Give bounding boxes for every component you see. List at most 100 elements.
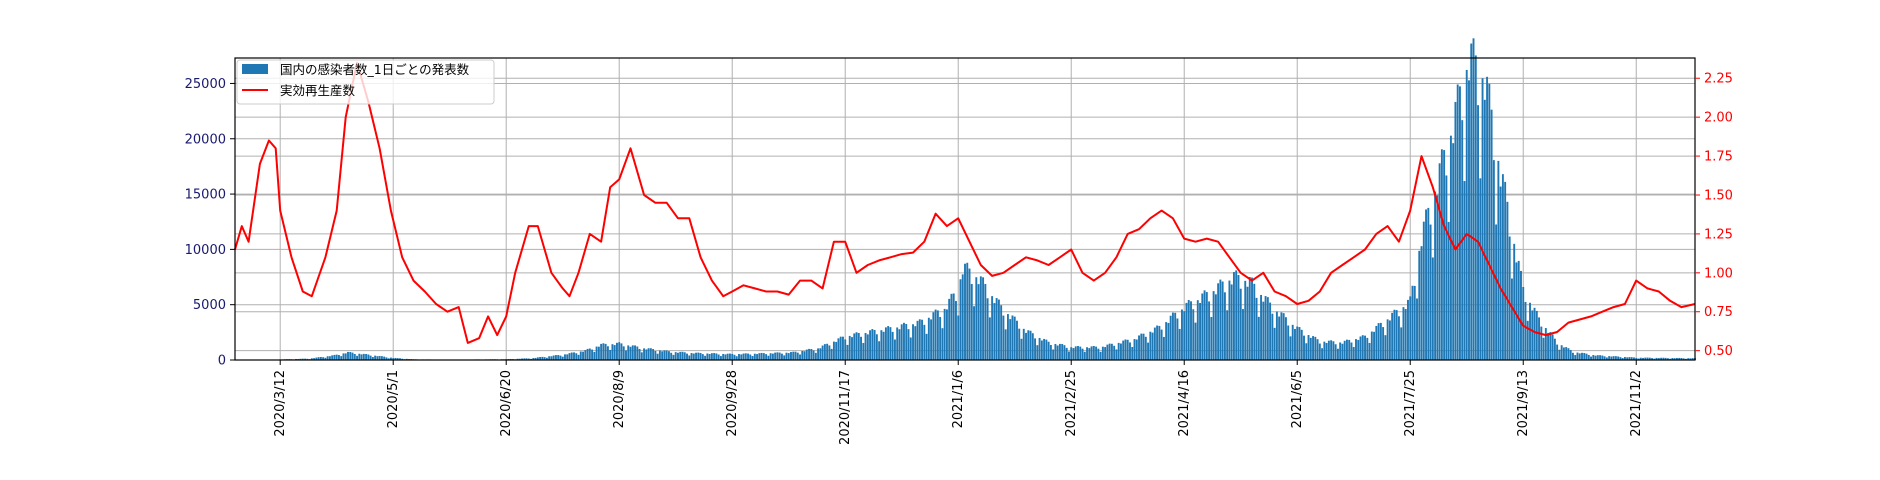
bar bbox=[1587, 354, 1590, 360]
bar bbox=[638, 348, 641, 360]
bar bbox=[670, 352, 673, 360]
bar bbox=[349, 352, 352, 360]
bar bbox=[778, 352, 781, 360]
bar bbox=[1531, 310, 1534, 360]
bar bbox=[1162, 336, 1165, 360]
x-tick-label: 2021/1/6 bbox=[951, 370, 966, 428]
bar bbox=[326, 356, 329, 360]
bar bbox=[1366, 337, 1369, 360]
bar bbox=[769, 353, 772, 360]
bar bbox=[1477, 105, 1479, 360]
bar bbox=[1680, 358, 1683, 360]
bar bbox=[1506, 201, 1509, 360]
bar bbox=[1318, 343, 1321, 360]
bar bbox=[1199, 302, 1201, 360]
bar bbox=[301, 358, 304, 360]
bar bbox=[1544, 328, 1547, 360]
bar bbox=[1194, 322, 1197, 360]
bar bbox=[299, 358, 302, 360]
bar bbox=[1110, 343, 1113, 360]
bar bbox=[964, 263, 966, 360]
bar bbox=[1572, 352, 1574, 360]
bar bbox=[1334, 344, 1337, 360]
bar bbox=[819, 348, 822, 360]
bar bbox=[1420, 246, 1423, 360]
bar bbox=[1101, 346, 1104, 360]
bar bbox=[362, 353, 365, 360]
bar bbox=[896, 327, 899, 360]
bar bbox=[1287, 325, 1290, 360]
bar bbox=[365, 353, 368, 360]
bar bbox=[319, 356, 322, 360]
bar bbox=[1153, 327, 1156, 360]
bar bbox=[1526, 320, 1529, 360]
bar bbox=[1158, 325, 1161, 360]
bar bbox=[1510, 278, 1513, 360]
bar bbox=[1682, 358, 1685, 360]
bar bbox=[1068, 351, 1070, 360]
bar bbox=[695, 352, 698, 360]
bar bbox=[1605, 357, 1608, 360]
bar bbox=[1470, 43, 1473, 360]
bar bbox=[1364, 335, 1366, 360]
x-tick-label: 2021/9/13 bbox=[1516, 370, 1531, 437]
bar bbox=[1463, 181, 1466, 360]
bar bbox=[1578, 353, 1581, 360]
legend-label-bar: 国内の感染者数_1日ごとの発表数 bbox=[280, 62, 470, 77]
bar bbox=[1413, 285, 1416, 360]
bar bbox=[674, 352, 677, 360]
bar bbox=[1569, 350, 1572, 360]
bar bbox=[909, 337, 912, 360]
bar bbox=[765, 354, 768, 360]
bar bbox=[1551, 334, 1554, 360]
bar bbox=[939, 316, 942, 360]
bar bbox=[943, 308, 946, 360]
bar bbox=[1056, 345, 1059, 360]
bar bbox=[1214, 294, 1217, 360]
bar bbox=[1454, 101, 1457, 361]
bar bbox=[1133, 339, 1136, 360]
bar bbox=[1409, 296, 1412, 360]
bar bbox=[618, 342, 621, 360]
bar bbox=[597, 346, 600, 360]
bar bbox=[1144, 336, 1147, 360]
bar bbox=[536, 357, 539, 360]
bar bbox=[1074, 346, 1077, 360]
bar bbox=[1533, 307, 1536, 360]
bar bbox=[640, 352, 643, 360]
bar bbox=[959, 279, 962, 360]
bar bbox=[358, 353, 361, 360]
bar bbox=[1171, 312, 1174, 360]
bar bbox=[1113, 345, 1116, 360]
x-tick-label: 2020/9/28 bbox=[725, 370, 740, 437]
bar bbox=[1210, 317, 1213, 360]
bar bbox=[731, 353, 734, 360]
bar bbox=[1208, 301, 1211, 360]
bar bbox=[328, 356, 331, 360]
bar bbox=[812, 350, 815, 360]
bar bbox=[941, 328, 944, 360]
bar bbox=[724, 354, 727, 360]
right-tick-label: 1.75 bbox=[1704, 150, 1733, 165]
bar bbox=[1431, 257, 1434, 360]
bar bbox=[1490, 109, 1493, 361]
bar bbox=[1486, 76, 1489, 361]
bar bbox=[677, 352, 679, 360]
bar bbox=[984, 283, 987, 360]
bar bbox=[805, 349, 808, 360]
right-tick-label: 2.00 bbox=[1704, 111, 1733, 126]
bar bbox=[1400, 327, 1403, 360]
bar bbox=[579, 351, 582, 360]
bar bbox=[982, 277, 985, 360]
bar bbox=[304, 358, 307, 360]
bar bbox=[961, 274, 964, 360]
bar bbox=[310, 358, 313, 360]
bar bbox=[1436, 195, 1439, 360]
bar bbox=[1323, 341, 1326, 360]
bar bbox=[1244, 280, 1247, 360]
bar bbox=[776, 352, 779, 360]
bar bbox=[1660, 357, 1663, 360]
bar bbox=[1088, 348, 1091, 360]
bar bbox=[1201, 293, 1204, 360]
